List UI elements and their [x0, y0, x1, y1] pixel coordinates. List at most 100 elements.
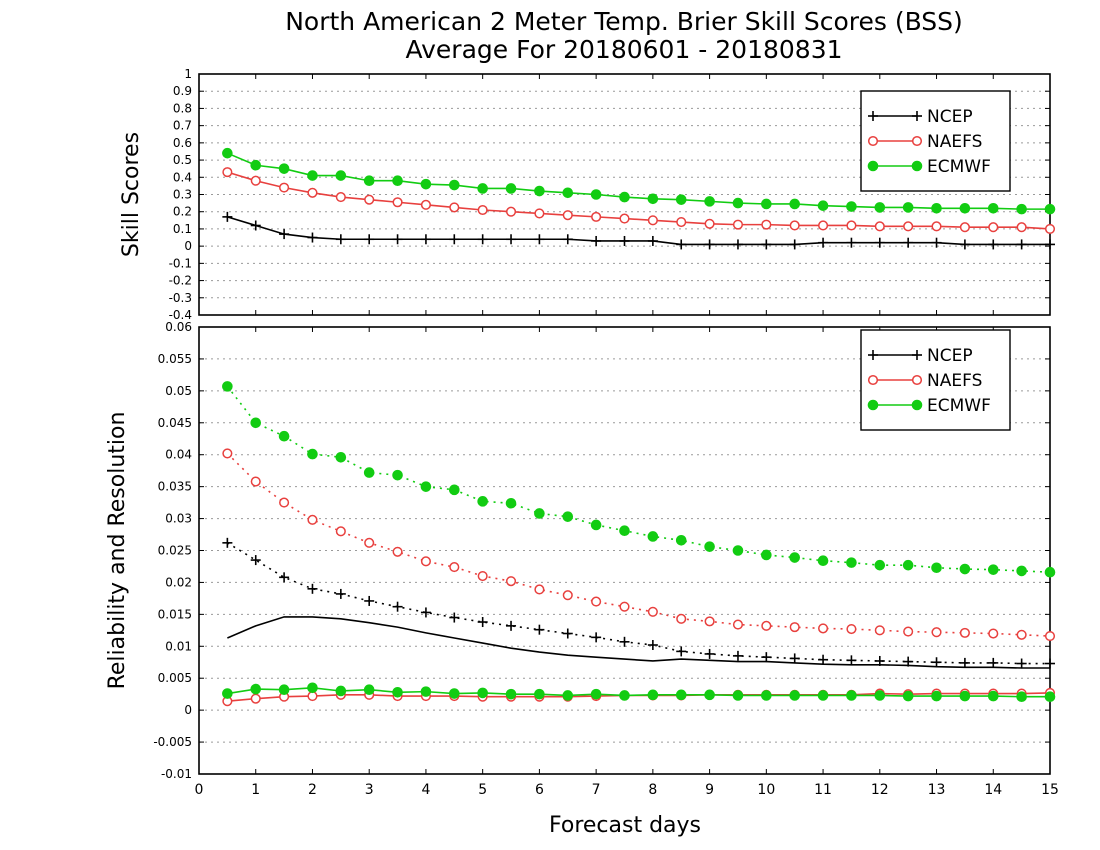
- reliability-data-point: [1044, 566, 1056, 578]
- reliability-series-ncep-dotted: [222, 537, 1055, 669]
- skill-y-tick-label: -0.3: [169, 291, 192, 305]
- reliability-data-point: [676, 646, 687, 657]
- reliability-data-point: [732, 545, 744, 556]
- skill-data-point: [562, 210, 573, 221]
- skill-data-point: [449, 202, 460, 213]
- skill-data-point: [732, 219, 744, 230]
- legend-marker: [911, 135, 923, 147]
- skill-data-point: [506, 234, 517, 245]
- reliability-data-point: [477, 687, 488, 699]
- reliability-data-point: [222, 537, 233, 548]
- skill-data-point: [420, 199, 431, 210]
- reliability-data-point: [902, 690, 914, 702]
- reliability-data-point: [817, 690, 829, 701]
- skill-data-point: [279, 229, 290, 240]
- skill-data-point: [505, 183, 517, 194]
- skill-data-point: [931, 237, 942, 248]
- reliability-data-point: [1045, 658, 1055, 669]
- skill-y-tick-label: 0.7: [173, 119, 192, 133]
- reliability-data-point: [647, 606, 658, 617]
- reliability-data-point: [959, 657, 970, 668]
- reliability-data-point: [278, 430, 290, 442]
- reliability-y-axis-label: Reliability and Resolution: [105, 412, 130, 690]
- reliability-data-point: [562, 511, 574, 522]
- skill-data-point: [676, 216, 687, 228]
- reliability-data-point: [817, 555, 829, 567]
- skill-data-point: [931, 221, 942, 232]
- reliability-y-tick-label: -0.005: [153, 735, 192, 749]
- reliability-data-point: [647, 640, 658, 651]
- x-tick-label: 1: [251, 782, 260, 798]
- skill-data-point: [307, 232, 318, 243]
- reliability-y-tick-label: 0: [184, 703, 192, 717]
- skill-data-point: [1016, 222, 1027, 233]
- skill-data-point: [959, 222, 970, 233]
- reliability-data-point: [647, 689, 659, 701]
- skill-data-point: [846, 220, 857, 231]
- skill-plot-frame: [198, 73, 1051, 316]
- reliability-legend: NCEP NAEFS ECMWF: [860, 329, 1011, 431]
- reliability-data-point: [250, 476, 261, 487]
- reliability-data-point: [562, 590, 573, 601]
- x-tick-label: 4: [421, 782, 430, 798]
- legend-marker: [867, 160, 879, 172]
- reliability-data-point: [789, 653, 800, 664]
- legend-marker: [912, 350, 922, 360]
- reliability-data-point: [307, 514, 318, 525]
- reliability-data-point: [874, 559, 886, 571]
- skill-data-point: [647, 193, 659, 205]
- reliability-data-point: [250, 417, 262, 429]
- reliability-data-point: [392, 469, 403, 481]
- reliability-data-point: [987, 690, 999, 702]
- skill-y-tick-label: 0.1: [173, 222, 192, 236]
- reliability-data-point: [307, 682, 318, 694]
- legend-label-ecmwf: ECMWF: [927, 157, 991, 177]
- legend-marker: [867, 399, 879, 411]
- reliability-y-tick-label: 0.035: [158, 480, 192, 494]
- reliability-data-point: [278, 684, 290, 696]
- skill-data-point: [987, 202, 999, 214]
- reliability-data-point: [818, 623, 829, 634]
- skill-data-point: [250, 175, 261, 186]
- skill-data-point: [307, 170, 318, 181]
- skill-y-tick-label: 0.2: [173, 205, 192, 219]
- skill-data-point: [647, 235, 658, 246]
- reliability-data-point: [591, 596, 602, 607]
- legend-marker: [911, 399, 923, 411]
- reliability-y-tick-label: 0.045: [158, 416, 192, 430]
- reliability-data-point: [534, 688, 545, 700]
- reliability-data-point: [1016, 629, 1027, 640]
- reliability-data-point: [562, 628, 573, 639]
- skill-data-point: [278, 163, 290, 174]
- skill-data-point: [477, 183, 488, 194]
- legend-label-ecmwf: ECMWF: [927, 396, 991, 416]
- reliability-data-point: [903, 626, 914, 637]
- reliability-series-line: [227, 616, 1050, 669]
- reliability-data-point: [590, 519, 602, 531]
- reliability-data-point: [279, 572, 290, 583]
- reliability-y-tick-label: 0.025: [158, 544, 192, 558]
- skill-series-ecmwf-solid: [222, 147, 1056, 215]
- reliability-data-point: [931, 627, 942, 638]
- reliability-plot-frame: [198, 326, 1051, 775]
- reliability-data-point: [1044, 691, 1056, 703]
- reliability-data-point: [931, 562, 942, 574]
- skill-data-point: [988, 222, 999, 233]
- skill-data-point: [761, 239, 772, 250]
- skill-y-tick-label: 1: [184, 67, 192, 81]
- reliability-data-point: [420, 556, 431, 567]
- reliability-series-line: [226, 542, 1050, 665]
- reliability-data-point: [675, 534, 687, 546]
- skill-data-point: [335, 234, 346, 245]
- reliability-data-point: [959, 690, 971, 702]
- reliability-data-point: [988, 628, 999, 639]
- skill-data-point: [590, 189, 602, 200]
- reliability-panel: -0.01 -0.005 0 0.005 0.01 0.015 0.02 0.025 0.03 0…: [105, 320, 1059, 798]
- reliability-data-point: [392, 546, 403, 557]
- reliability-data-point: [335, 526, 346, 537]
- x-axis-label: Forecast days: [549, 813, 701, 838]
- reliability-data-point: [761, 620, 772, 631]
- reliability-data-point: [364, 595, 375, 606]
- skill-data-point: [420, 234, 431, 245]
